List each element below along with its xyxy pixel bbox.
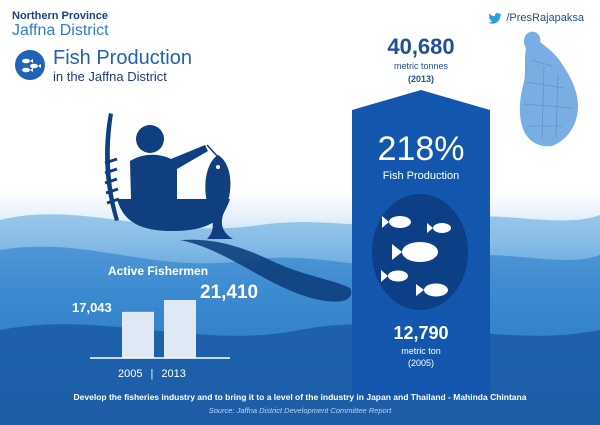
production-2005-unit: metric ton (401, 346, 441, 356)
page-title: Fish Production (53, 47, 192, 69)
tick-separator: | (150, 368, 154, 380)
sri-lanka-map-icon (519, 31, 578, 147)
province-label: Northern Province (12, 10, 108, 22)
fishermen-chart-title: Active Fishermen (108, 264, 209, 278)
district-label: Jaffna District (12, 22, 109, 39)
production-2013-value: 40,680 (387, 34, 455, 59)
growth-label: Fish Production (382, 170, 460, 182)
fishermen-2013-value: 21,410 (200, 282, 259, 303)
production-2005-value: 12,790 (393, 323, 449, 343)
fishermen-2005-value: 17,043 (72, 300, 112, 315)
tick-label-2005: 2005 (118, 368, 143, 380)
bar-2005 (122, 311, 154, 358)
fish-school-icon (15, 50, 45, 80)
caught-fish-icon (205, 144, 233, 239)
growth-percent: 218% (377, 130, 465, 168)
page-subtitle: in the Jaffna District (53, 69, 167, 84)
year-axis-labels: 2005 | 2013 (118, 368, 186, 380)
bar-2013 (164, 300, 196, 358)
production-2005-year: (2005) (407, 358, 434, 368)
twitter-handle[interactable]: /PresRajapaksa (488, 12, 584, 24)
tick-label-2013: 2013 (161, 368, 186, 380)
fisherman-icon (104, 113, 233, 239)
production-2013-unit: metric tonnes (393, 61, 449, 71)
twitter-handle-text: /PresRajapaksa (506, 12, 584, 24)
fishermen-bar-chart (90, 300, 230, 359)
source-note: Source: Jaffna District Development Comm… (208, 406, 392, 415)
tagline: Develop the fisheries industry and to br… (73, 392, 527, 402)
production-2013-year: (2013) (407, 74, 434, 84)
twitter-bird-icon (488, 12, 502, 24)
fish-school-circle-icon (372, 194, 468, 310)
